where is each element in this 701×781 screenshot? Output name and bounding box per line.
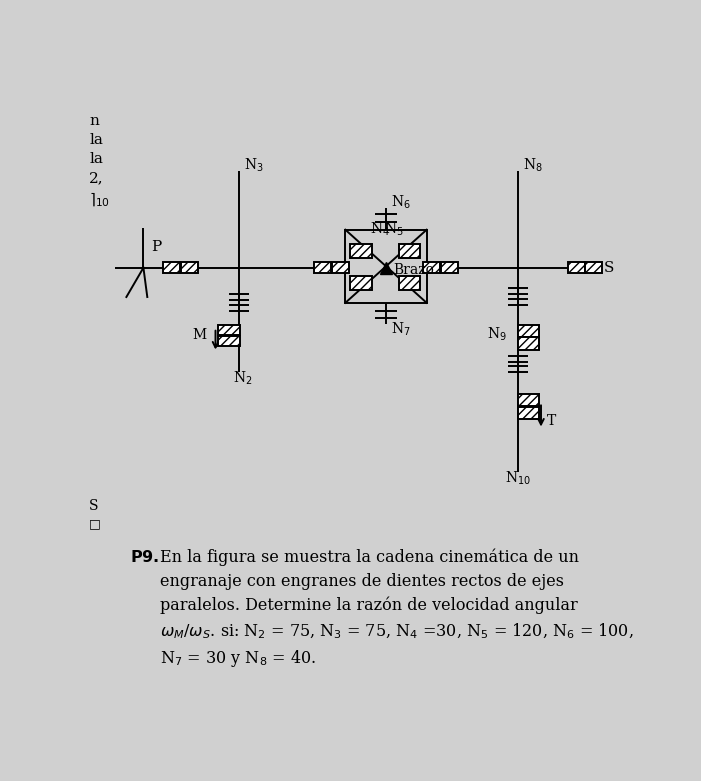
Bar	[218, 325, 240, 335]
Text: la: la	[89, 133, 103, 147]
Bar	[350, 276, 372, 290]
Text: N$_5$: N$_5$	[384, 221, 404, 238]
Text: N$_3$: N$_3$	[244, 156, 264, 173]
Bar	[518, 407, 540, 419]
Text: S: S	[89, 499, 99, 513]
Bar	[314, 262, 331, 273]
Bar	[423, 262, 440, 273]
Text: N$_{10}$: N$_{10}$	[505, 469, 531, 487]
Text: N$_4$: N$_4$	[370, 221, 390, 238]
Bar	[585, 262, 602, 273]
Text: $\bf{P9.}$: $\bf{P9.}$	[130, 549, 160, 565]
Bar	[518, 337, 540, 350]
Bar	[399, 244, 421, 258]
Text: N$_9$: N$_9$	[486, 326, 507, 343]
Text: T: T	[547, 414, 557, 428]
Text: $\rceil_{10}$: $\rceil_{10}$	[89, 191, 110, 209]
Bar	[399, 276, 421, 290]
Bar	[163, 262, 180, 273]
Text: En la figura se muestra la cadena cinemática de un
engranaje con engranes de die: En la figura se muestra la cadena cinemá…	[160, 549, 633, 669]
Text: P: P	[151, 240, 161, 254]
Bar	[518, 394, 540, 406]
Text: n: n	[89, 114, 99, 128]
Text: la: la	[89, 152, 103, 166]
Text: S: S	[604, 261, 614, 275]
Text: Brazo: Brazo	[394, 263, 435, 277]
Bar	[568, 262, 585, 273]
Text: N$_8$: N$_8$	[523, 156, 543, 173]
Bar	[181, 262, 198, 273]
Text: □: □	[89, 517, 101, 530]
Bar	[441, 262, 458, 273]
Text: N$_7$: N$_7$	[391, 321, 411, 338]
Bar	[218, 336, 240, 347]
Bar	[518, 325, 540, 337]
Bar	[350, 244, 372, 258]
Text: N$_2$: N$_2$	[233, 369, 252, 387]
Text: N$_6$: N$_6$	[391, 194, 411, 211]
Bar	[346, 230, 427, 303]
Text: M: M	[192, 328, 206, 342]
Bar	[332, 262, 348, 273]
Text: 2,: 2,	[89, 172, 104, 186]
